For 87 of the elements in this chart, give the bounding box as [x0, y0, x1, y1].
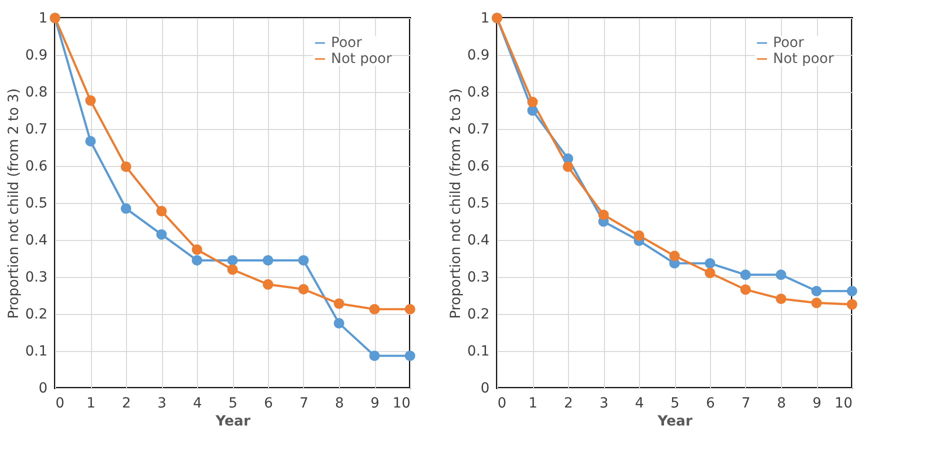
y-tick-label: 0.2 — [467, 306, 490, 322]
y-tick-label: 1 — [480, 10, 490, 26]
x-axis-title: Year — [214, 414, 250, 430]
point — [298, 255, 309, 266]
point — [85, 95, 96, 106]
point — [704, 258, 716, 269]
x-tick-label: 5 — [228, 396, 238, 412]
point — [369, 304, 380, 314]
x-tick-label: 10 — [392, 396, 410, 412]
x-axis-title: Year — [656, 414, 692, 430]
point — [740, 284, 751, 295]
legend-label: Not poor — [331, 51, 392, 67]
y-tick-label: 0.6 — [467, 158, 490, 174]
y-tick-label: 0.7 — [25, 122, 48, 138]
point — [262, 255, 274, 266]
point — [192, 255, 202, 266]
legend-label: Poor — [331, 35, 362, 51]
legend-label: Not poor — [773, 51, 834, 67]
point — [776, 270, 786, 280]
point — [598, 210, 609, 220]
point — [227, 264, 238, 275]
y-tick-label: 0.3 — [467, 270, 490, 286]
x-tick-label: 0 — [56, 396, 64, 412]
x-tick-label: 3 — [158, 396, 166, 412]
x-tick-label: 3 — [600, 396, 608, 412]
y-tick-label: 0.9 — [25, 48, 48, 64]
point — [334, 298, 344, 309]
x-tick-label: 6 — [264, 396, 274, 412]
x-tick-label: 1 — [86, 396, 96, 412]
y-tick-label: 0.5 — [467, 196, 490, 212]
point — [811, 298, 822, 308]
y-axis-title: Proportion not child (from 2 to 3) — [448, 88, 464, 319]
point — [334, 318, 344, 328]
point — [120, 203, 132, 214]
y-tick-label: 0.4 — [25, 232, 48, 248]
y-tick-label: 0.1 — [467, 344, 490, 360]
point — [262, 279, 274, 290]
x-tick-label: 8 — [777, 396, 786, 412]
point — [740, 270, 751, 280]
y-tick-label: 1 — [38, 10, 48, 26]
y-tick-label: 0.2 — [25, 306, 48, 322]
y-tick-label: 0.4 — [467, 232, 490, 248]
x-tick-label: 4 — [193, 396, 202, 412]
y-tick-label: 0 — [38, 380, 48, 396]
x-tick-label: 9 — [812, 396, 822, 412]
y-tick-label: 0.8 — [25, 84, 48, 100]
x-tick-label: 4 — [635, 396, 644, 412]
y-tick-label: 0.6 — [25, 158, 48, 174]
y-tick-label: 0.9 — [467, 48, 490, 64]
x-tick-label: 8 — [335, 396, 344, 412]
x-tick-label: 1 — [528, 396, 538, 412]
point — [669, 250, 680, 262]
point — [156, 229, 167, 240]
point — [846, 286, 858, 296]
point — [227, 255, 238, 266]
y-axis-title: Proportion not child (from 2 to 3) — [6, 88, 22, 319]
y-tick-label: 0 — [480, 380, 490, 396]
x-tick-label: 10 — [834, 396, 852, 412]
y-tick-label: 0.1 — [25, 344, 48, 360]
point — [156, 206, 167, 216]
y-tick-label: 0.5 — [25, 196, 48, 212]
point — [776, 294, 786, 304]
point — [369, 350, 380, 362]
y-tick-label: 0.3 — [25, 270, 48, 286]
y-tick-label: 0.8 — [467, 84, 490, 100]
x-tick-label: 2 — [564, 396, 573, 412]
point — [192, 244, 202, 255]
point — [404, 350, 416, 362]
x-tick-label: 9 — [370, 396, 380, 412]
point — [634, 230, 644, 241]
point — [85, 136, 96, 146]
point — [846, 299, 858, 310]
point — [120, 162, 132, 172]
x-tick-label: 7 — [742, 396, 750, 412]
x-tick-label: 0 — [498, 396, 506, 412]
point — [704, 268, 716, 278]
y-tick-label: 0.7 — [467, 122, 490, 138]
x-tick-label: 7 — [300, 396, 308, 412]
point — [811, 286, 822, 296]
x-tick-label: 6 — [706, 396, 716, 412]
point — [404, 304, 416, 314]
x-tick-label: 5 — [670, 396, 680, 412]
point — [298, 284, 309, 294]
point — [562, 162, 574, 172]
legend-label: Poor — [773, 35, 804, 51]
point — [527, 96, 538, 108]
x-tick-label: 2 — [122, 396, 131, 412]
